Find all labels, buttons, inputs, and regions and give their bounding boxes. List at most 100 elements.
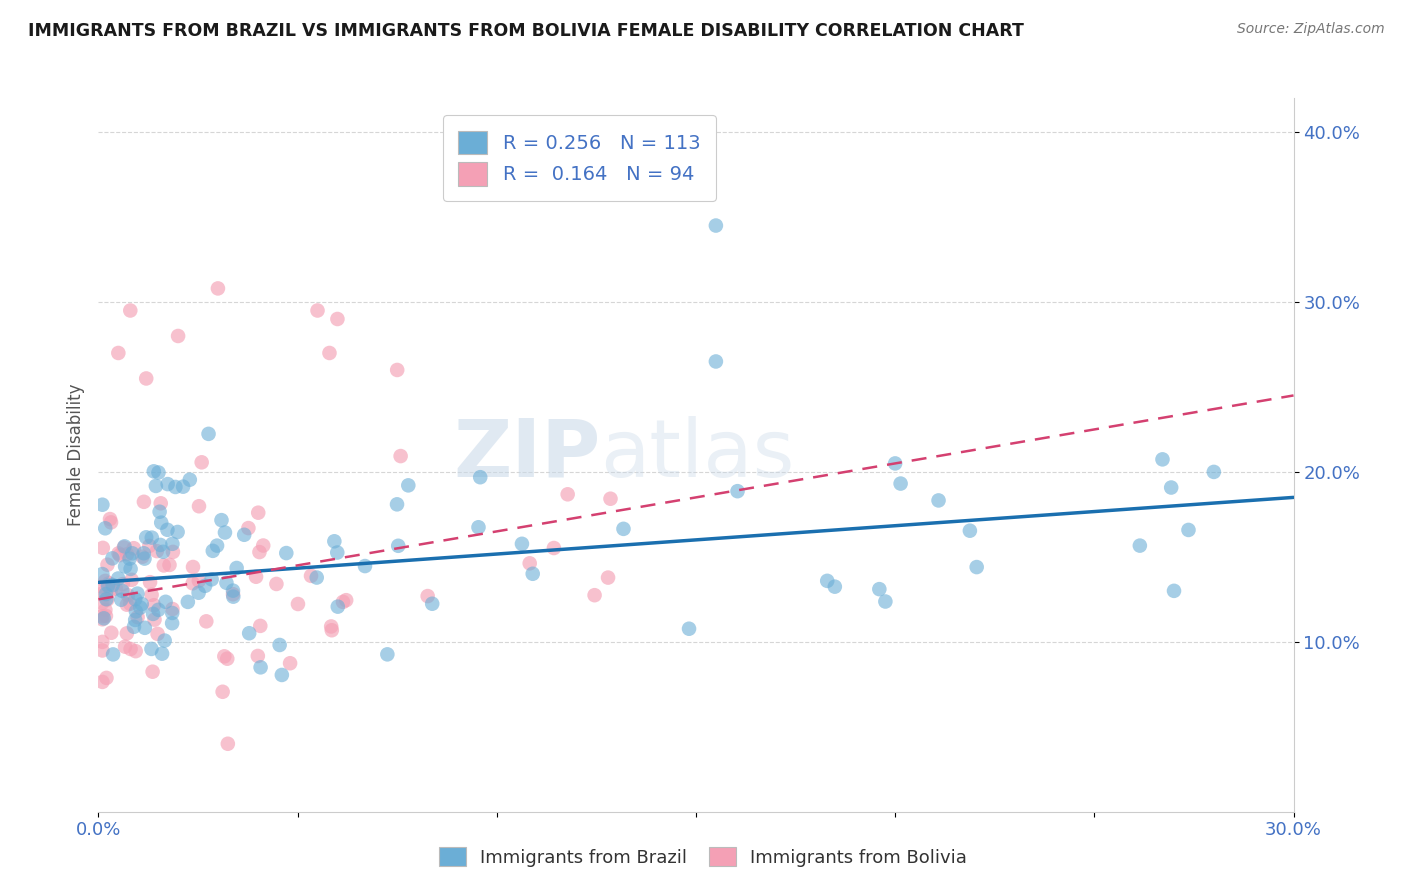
Point bbox=[142, 464, 165, 478]
Text: atlas: atlas bbox=[600, 416, 794, 494]
Point bbox=[132, 495, 155, 509]
Point bbox=[599, 491, 621, 506]
Point bbox=[148, 603, 170, 617]
Point bbox=[305, 570, 328, 584]
Point bbox=[387, 539, 409, 553]
Point bbox=[120, 562, 142, 576]
Point bbox=[205, 539, 228, 553]
Point bbox=[396, 478, 419, 492]
Point bbox=[179, 473, 201, 487]
Point bbox=[120, 597, 142, 611]
Point bbox=[557, 487, 579, 501]
Point bbox=[159, 558, 181, 572]
Point bbox=[146, 627, 169, 641]
Point bbox=[141, 588, 163, 602]
Point bbox=[145, 479, 167, 493]
Point bbox=[596, 571, 619, 585]
Point bbox=[420, 597, 443, 611]
Point bbox=[100, 583, 122, 598]
Point bbox=[467, 520, 489, 534]
Point bbox=[160, 606, 183, 620]
Legend: R = 0.256   N = 113, R =  0.164   N = 94: R = 0.256 N = 113, R = 0.164 N = 94 bbox=[443, 115, 716, 202]
Point bbox=[100, 625, 122, 640]
Point bbox=[249, 619, 271, 633]
Point bbox=[225, 561, 247, 575]
Point bbox=[142, 599, 165, 613]
Point bbox=[162, 545, 184, 559]
Point bbox=[124, 613, 146, 627]
Point bbox=[928, 493, 950, 508]
Point bbox=[101, 648, 124, 662]
Point bbox=[238, 521, 260, 535]
Point bbox=[120, 642, 142, 657]
Point bbox=[222, 587, 245, 601]
Point bbox=[354, 559, 377, 574]
Point bbox=[678, 622, 700, 636]
Point bbox=[167, 329, 190, 343]
Point bbox=[132, 546, 155, 560]
Point bbox=[100, 516, 122, 530]
Point bbox=[135, 371, 157, 385]
Point bbox=[177, 595, 200, 609]
Legend: Immigrants from Brazil, Immigrants from Bolivia: Immigrants from Brazil, Immigrants from … bbox=[432, 840, 974, 874]
Point bbox=[522, 566, 544, 581]
Point bbox=[519, 557, 541, 571]
Point bbox=[150, 647, 173, 661]
Point bbox=[1163, 583, 1185, 598]
Point bbox=[152, 545, 174, 559]
Point bbox=[141, 641, 163, 656]
Point bbox=[91, 567, 114, 582]
Point bbox=[323, 534, 346, 549]
Point bbox=[270, 668, 292, 682]
Point bbox=[510, 537, 533, 551]
Point bbox=[162, 602, 184, 616]
Point bbox=[190, 455, 212, 469]
Point bbox=[114, 640, 136, 654]
Point bbox=[118, 551, 141, 566]
Point bbox=[134, 621, 156, 635]
Point bbox=[201, 544, 224, 558]
Point bbox=[91, 612, 114, 626]
Point bbox=[160, 616, 183, 631]
Point bbox=[91, 674, 114, 689]
Point bbox=[389, 449, 412, 463]
Point bbox=[194, 579, 217, 593]
Point bbox=[287, 597, 309, 611]
Point bbox=[704, 219, 727, 233]
Point bbox=[252, 539, 274, 553]
Point bbox=[269, 638, 291, 652]
Point bbox=[246, 648, 269, 663]
Point bbox=[222, 583, 245, 598]
Point bbox=[247, 506, 270, 520]
Point bbox=[217, 737, 239, 751]
Point bbox=[215, 575, 238, 590]
Point bbox=[1177, 523, 1199, 537]
Point bbox=[211, 685, 233, 699]
Point bbox=[332, 595, 354, 609]
Point bbox=[150, 516, 173, 530]
Point bbox=[249, 545, 271, 559]
Point bbox=[385, 363, 409, 377]
Point bbox=[96, 558, 118, 572]
Point bbox=[115, 598, 138, 612]
Point bbox=[148, 466, 170, 480]
Point bbox=[222, 590, 245, 604]
Point bbox=[107, 572, 129, 586]
Y-axis label: Female Disability: Female Disability bbox=[66, 384, 84, 526]
Point bbox=[149, 538, 172, 552]
Point bbox=[111, 577, 134, 591]
Point bbox=[98, 512, 121, 526]
Point bbox=[385, 497, 408, 511]
Point bbox=[326, 545, 349, 559]
Point bbox=[94, 608, 117, 623]
Point bbox=[108, 548, 131, 562]
Point bbox=[1160, 481, 1182, 495]
Point bbox=[146, 544, 169, 558]
Point bbox=[307, 303, 329, 318]
Point bbox=[214, 649, 236, 664]
Point bbox=[278, 657, 301, 671]
Point bbox=[149, 496, 172, 510]
Point bbox=[125, 644, 148, 658]
Point bbox=[470, 470, 492, 484]
Point bbox=[377, 648, 399, 662]
